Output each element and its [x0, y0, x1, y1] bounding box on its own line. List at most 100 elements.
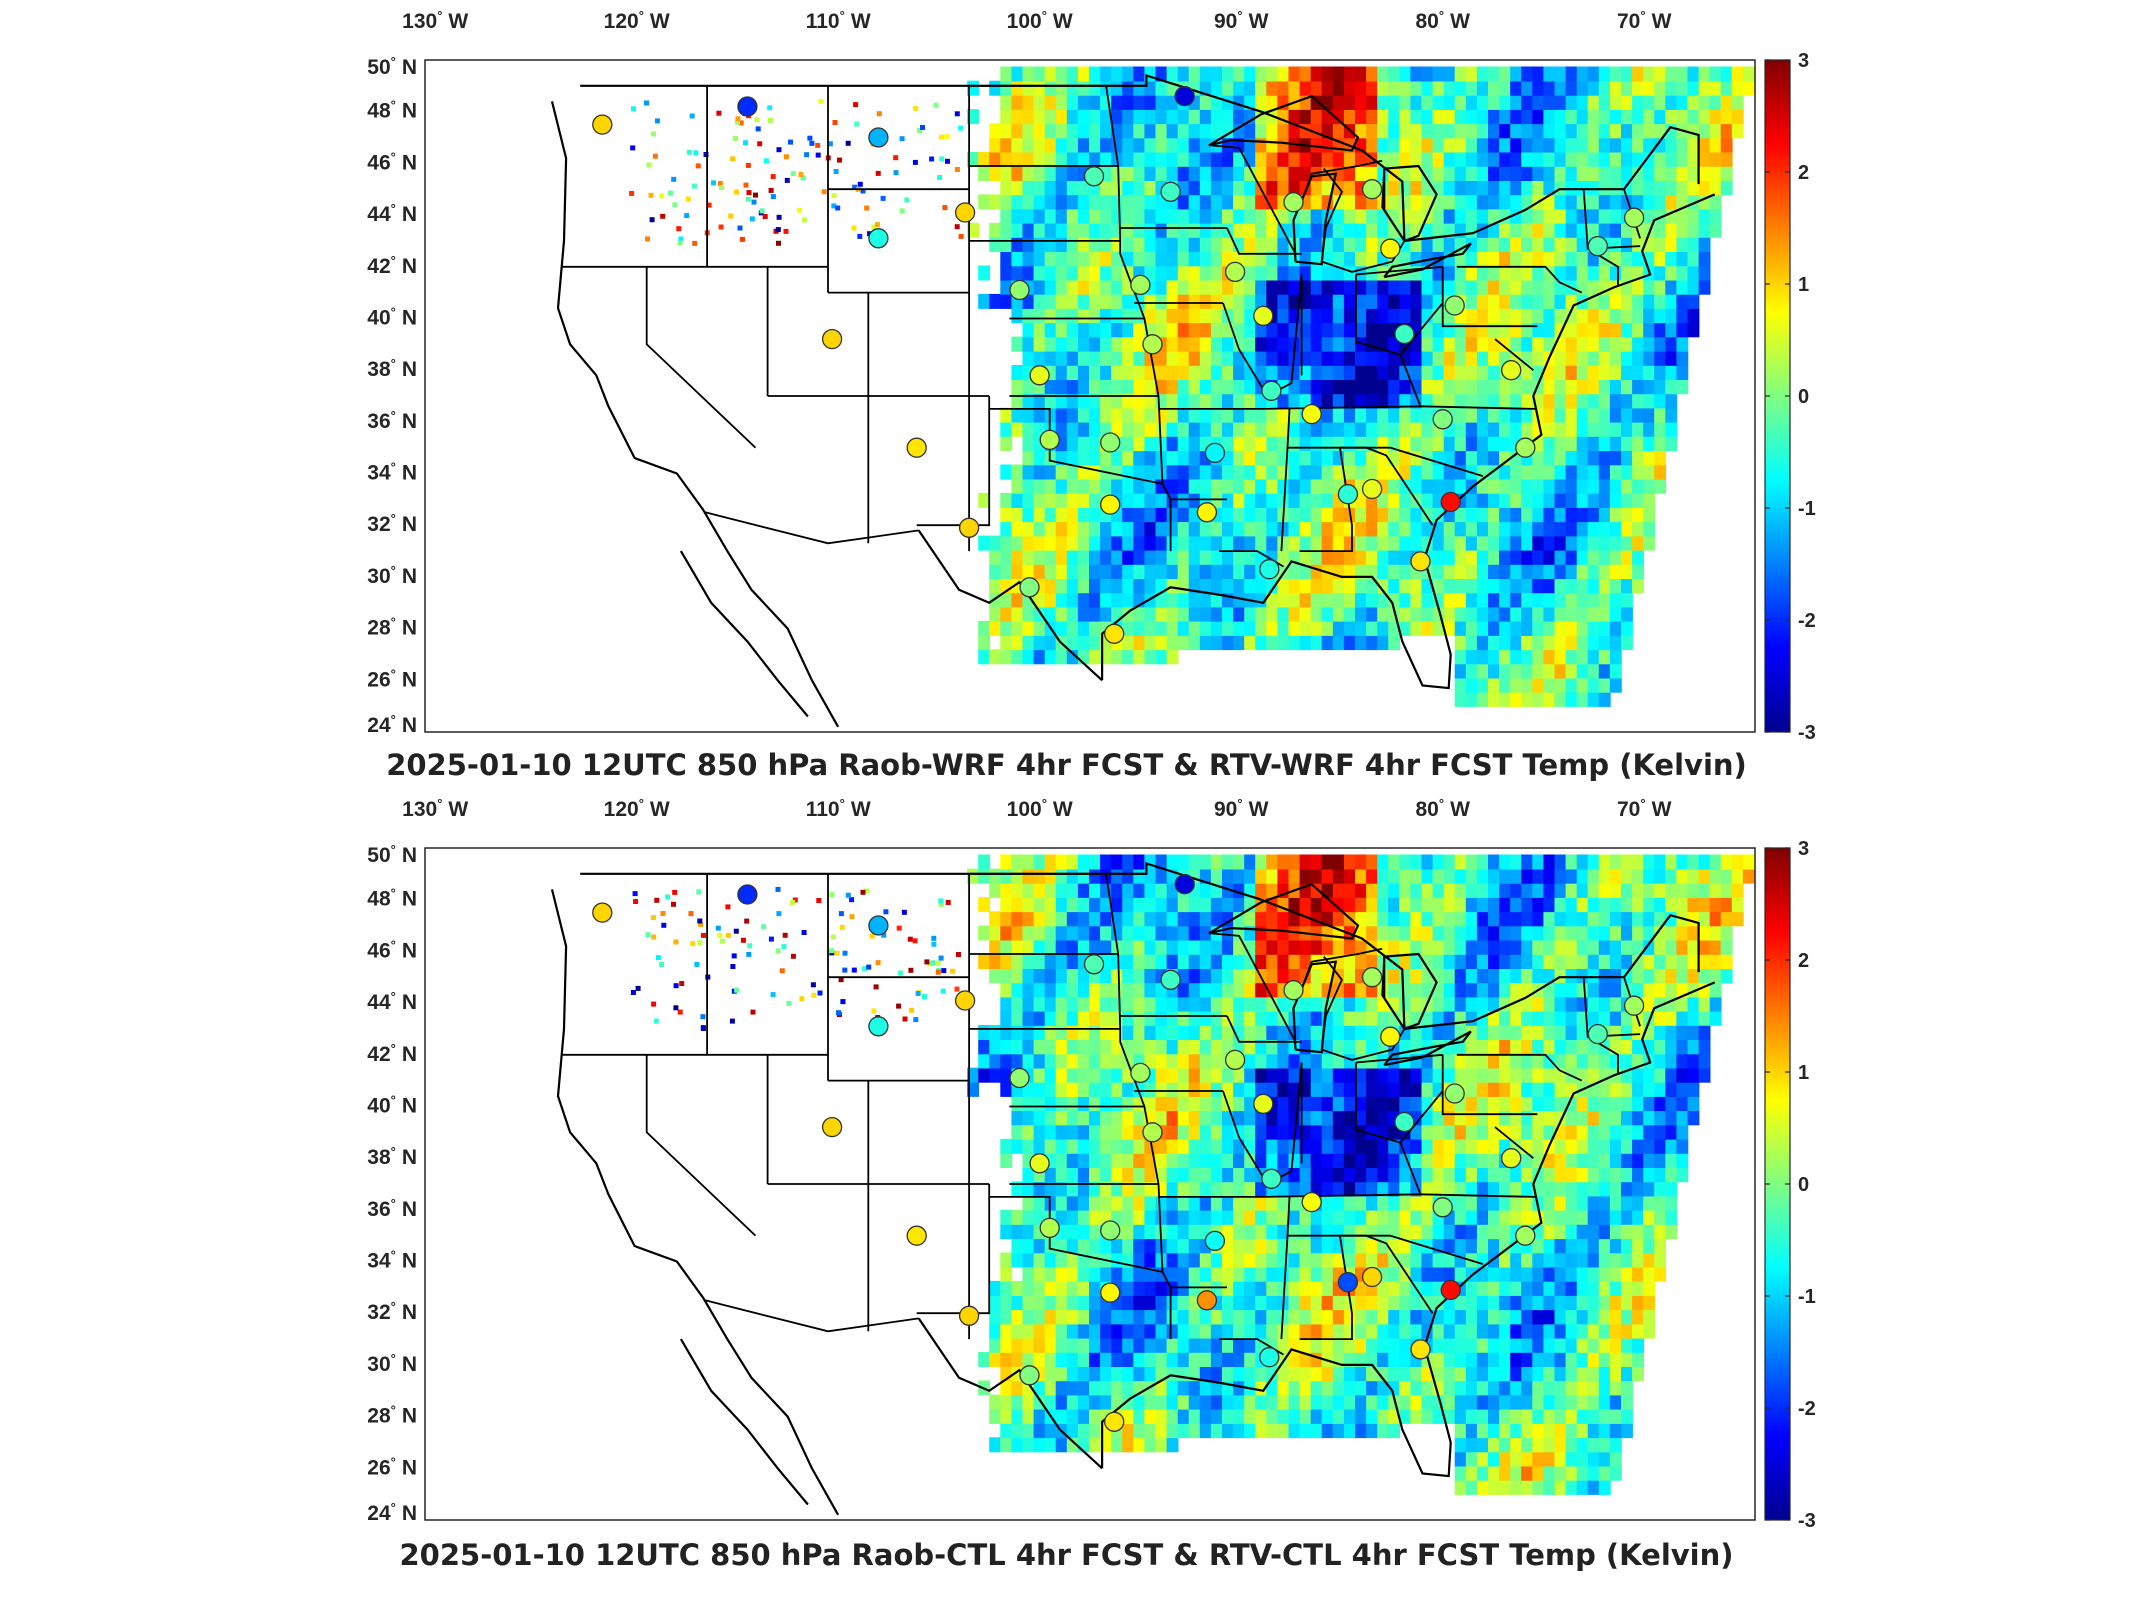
- raob-station-marker: [1160, 181, 1181, 202]
- west-coastline: [550, 889, 840, 1516]
- raob-station-marker: [1361, 179, 1383, 200]
- map-axes-box-bottom: [424, 847, 1756, 1521]
- raob-station-marker: [1224, 261, 1246, 283]
- great-lake-outline: [1383, 952, 1438, 1031]
- raob-station-marker: [1130, 274, 1151, 296]
- great-lake-outline: [1292, 960, 1338, 1054]
- colorbar-tick-label: 1: [1798, 274, 1809, 296]
- state-border: [1287, 1234, 1484, 1265]
- raob-station-marker: [868, 915, 889, 936]
- latitude-label: 34° N: [367, 1248, 417, 1273]
- state-border: [1494, 338, 1534, 371]
- raob-station-marker: [1432, 1197, 1453, 1218]
- baja-inner-coast: [679, 1338, 809, 1506]
- longitude-label: 110° W: [806, 796, 871, 821]
- latitude-label: 38° N: [367, 356, 417, 381]
- latitude-label: 50° N: [367, 54, 417, 79]
- longitude-label: 100° W: [1007, 8, 1073, 33]
- raob-station-marker: [1361, 1266, 1383, 1288]
- us-canada-border: [580, 862, 1700, 1031]
- colorbar-tick-label: 0: [1798, 1174, 1809, 1196]
- raob-station-marker: [906, 437, 927, 458]
- raob-station-marker: [1361, 478, 1383, 500]
- latitude-label: 40° N: [367, 1093, 417, 1118]
- raob-station-marker: [1261, 1168, 1282, 1189]
- raob-station-marker: [1104, 623, 1125, 644]
- raob-station-marker: [1083, 954, 1105, 975]
- colorbar-tick-label: 1: [1798, 1062, 1809, 1084]
- map-axes-box-top: [424, 59, 1756, 733]
- raob-station-marker: [1432, 409, 1453, 430]
- raob-station-marker: [1174, 874, 1195, 895]
- raob-station-marker: [1337, 484, 1359, 505]
- state-border: [1355, 274, 1444, 356]
- state-border: [1117, 165, 1172, 552]
- great-lake-outline: [1383, 242, 1472, 279]
- colorbar-tick-label: 3: [1798, 838, 1809, 860]
- raob-station-marker: [1174, 86, 1195, 107]
- panel-title-top: 2025-01-10 12UTC 850 hPa Raob-WRF 4hr FC…: [386, 748, 1747, 782]
- map-figure-bottom: 130° W 120° W 110° W 100° W 90° W 80° W 70° W 50° N 48° N…: [367, 796, 1816, 1532]
- latitude-label: 42° N: [367, 253, 417, 278]
- raob-station-marker: [1029, 1153, 1050, 1174]
- state-border: [1399, 1142, 1422, 1195]
- raob-station-marker: [1501, 360, 1522, 381]
- raob-station-marker: [1196, 502, 1218, 523]
- raob-station-marker: [1196, 1290, 1218, 1311]
- map-boundaries-top: [550, 74, 1716, 728]
- latitude-label: 50° N: [367, 842, 417, 867]
- us-mexico-border: [917, 529, 1103, 682]
- longitude-label: 90° W: [1214, 8, 1269, 33]
- raob-station-marker: [1394, 323, 1415, 345]
- raob-station-marker: [1587, 235, 1608, 257]
- latitude-label: 32° N: [367, 511, 417, 536]
- raob-station-marker: [821, 1116, 843, 1138]
- latitude-label: 42° N: [367, 1041, 417, 1066]
- west-coastline: [550, 101, 840, 728]
- great-lake-outline: [1208, 94, 1360, 152]
- longitude-label: 110° W: [806, 8, 871, 33]
- raob-station-marker: [868, 127, 889, 148]
- raob-station-marker: [1410, 1339, 1431, 1360]
- longitude-label: 130° W: [402, 796, 468, 821]
- raob-station-marker: [868, 1016, 889, 1037]
- raob-station-marker: [1100, 1282, 1121, 1303]
- raob-station-marker: [1009, 1067, 1030, 1089]
- state-border: [1456, 1053, 1583, 1082]
- latitude-label: 46° N: [367, 937, 417, 962]
- longitude-label: 70° W: [1617, 8, 1672, 33]
- state-border: [1226, 1015, 1302, 1043]
- raob-station-marker: [1130, 1062, 1151, 1084]
- state-border: [1210, 932, 1297, 1043]
- raob-station-marker: [1204, 1230, 1226, 1252]
- raob-station-marker: [1224, 1049, 1246, 1071]
- raob-station-marker: [1283, 980, 1304, 1001]
- colorbar-tick-label: -3: [1798, 1510, 1816, 1532]
- raob-station-marker: [592, 114, 613, 135]
- raob-station-marker: [1259, 559, 1280, 580]
- panel-title-bottom: 2025-01-10 12UTC 850 hPa Raob-CTL 4hr FC…: [399, 1538, 1734, 1572]
- raob-station-marker: [1104, 1411, 1125, 1432]
- raob-station-marker: [1587, 1023, 1608, 1045]
- raob-station-marker: [1160, 969, 1181, 990]
- latitude-label: 26° N: [367, 666, 417, 691]
- state-border: [1582, 189, 1619, 285]
- state-border: [1226, 227, 1302, 255]
- raob-station-marker: [1380, 238, 1401, 259]
- state-border: [1355, 1062, 1444, 1144]
- state-border: [1399, 354, 1422, 407]
- raob-station-marker: [1394, 1111, 1415, 1133]
- raob-station-marker: [1019, 1365, 1040, 1386]
- latitude-label: 48° N: [367, 886, 417, 911]
- state-border: [1441, 1054, 1538, 1116]
- raob-station-marker: [1100, 432, 1121, 453]
- state-border: [1441, 266, 1538, 328]
- state-border: [645, 266, 757, 449]
- raob-station-marker: [954, 990, 976, 1011]
- east-gulf-coastline: [1100, 981, 1716, 1478]
- latitude-label: 24° N: [367, 712, 417, 737]
- latitude-label: 36° N: [367, 1196, 417, 1221]
- great-lake-outline: [1208, 882, 1360, 940]
- colorbar-tick-label: -2: [1798, 1398, 1816, 1420]
- raob-station-marker: [1623, 995, 1645, 1016]
